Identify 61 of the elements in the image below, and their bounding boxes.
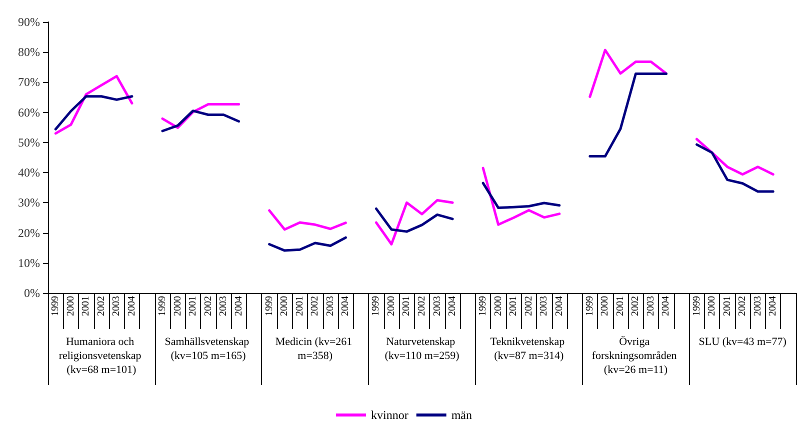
y-tick-label: 80%	[18, 45, 40, 60]
legend-label: män	[451, 408, 472, 422]
x-tick-label: 2000	[706, 296, 718, 316]
x-tick-label: 2004	[554, 296, 565, 316]
x-tick-label: 1999	[50, 296, 62, 316]
x-tick-label: 2002	[630, 296, 642, 316]
x-tick-label: 2000	[279, 296, 290, 316]
x-tick-label: 2003	[432, 296, 443, 316]
x-tick-label: 2003	[645, 296, 656, 316]
x-tick-label: 2002	[416, 296, 428, 316]
x-tick-label: 2002	[523, 296, 534, 316]
text: SLU (kv=43 m=77)	[698, 336, 787, 348]
x-tick-label: 1999	[370, 296, 382, 316]
x-tick-label: 2000	[600, 296, 611, 316]
x-tick-label: 2001	[614, 296, 626, 316]
x-tick-label: 2003	[752, 296, 764, 316]
text: Humaniora och religionsvetenskap (kv=68 m=101)	[58, 336, 144, 376]
x-tick-label: 2001	[508, 296, 520, 316]
x-tick-label: 2004	[660, 296, 672, 316]
y-tick-label: 60%	[18, 105, 40, 120]
y-tick-label: 20%	[18, 226, 40, 240]
x-tick-label: 1999	[156, 296, 168, 316]
x-tick-label: 2004	[233, 296, 244, 316]
x-tick-label: 2001	[401, 296, 412, 316]
x-tick-label: 2002	[310, 296, 321, 316]
x-tick-label: 1999	[264, 296, 275, 316]
text: Teknikvetenskap (kv=87 m=314)	[490, 336, 568, 362]
x-tick-label: 2001	[188, 296, 199, 316]
x-tick-label: 2002	[96, 296, 107, 316]
x-tick-label: 2004	[768, 296, 779, 316]
x-tick-label: 2003	[218, 296, 230, 316]
x-tick-label: 2004	[447, 296, 458, 316]
x-tick-label: 2003	[324, 296, 336, 316]
x-tick-label: 1999	[478, 296, 489, 316]
y-tick-label: 70%	[18, 75, 40, 90]
y-tick-label: 30%	[18, 196, 40, 210]
y-tick-label: 0%	[24, 286, 40, 300]
y-tick-label: 50%	[18, 135, 40, 150]
x-tick-label: 2000	[492, 296, 504, 316]
x-tick-label: 2001	[722, 296, 733, 316]
x-tick-label: 2001	[80, 296, 92, 316]
x-tick-label: 2002	[202, 296, 214, 316]
x-tick-label: 2004	[126, 296, 138, 316]
text: Medicin (kv=261 m=358)	[275, 336, 355, 362]
y-tick-label: 40%	[18, 166, 40, 180]
x-tick-label: 2000	[172, 296, 184, 316]
y-tick-label: 10%	[18, 256, 40, 270]
x-tick-label: 2004	[340, 296, 352, 316]
x-tick-label: 1999	[584, 296, 596, 316]
y-tick-label: 90%	[18, 15, 40, 29]
x-tick-label: 2003	[111, 296, 122, 316]
x-tick-label: 1999	[691, 296, 702, 316]
x-tick-label: 2003	[538, 296, 550, 316]
text: Samhällsvetenskap (kv=105 m=165)	[164, 336, 252, 362]
text: Naturvetenskap (kv=110 m=259)	[384, 336, 460, 362]
x-tick-label: 2000	[386, 296, 397, 316]
x-tick-label: 2001	[294, 296, 306, 316]
text: Övriga forskningsområden (kv=26 m=11)	[592, 336, 680, 376]
legend-label: kvinnor	[371, 408, 408, 422]
x-tick-label: 2000	[65, 296, 76, 316]
x-tick-label: 2002	[737, 296, 748, 316]
